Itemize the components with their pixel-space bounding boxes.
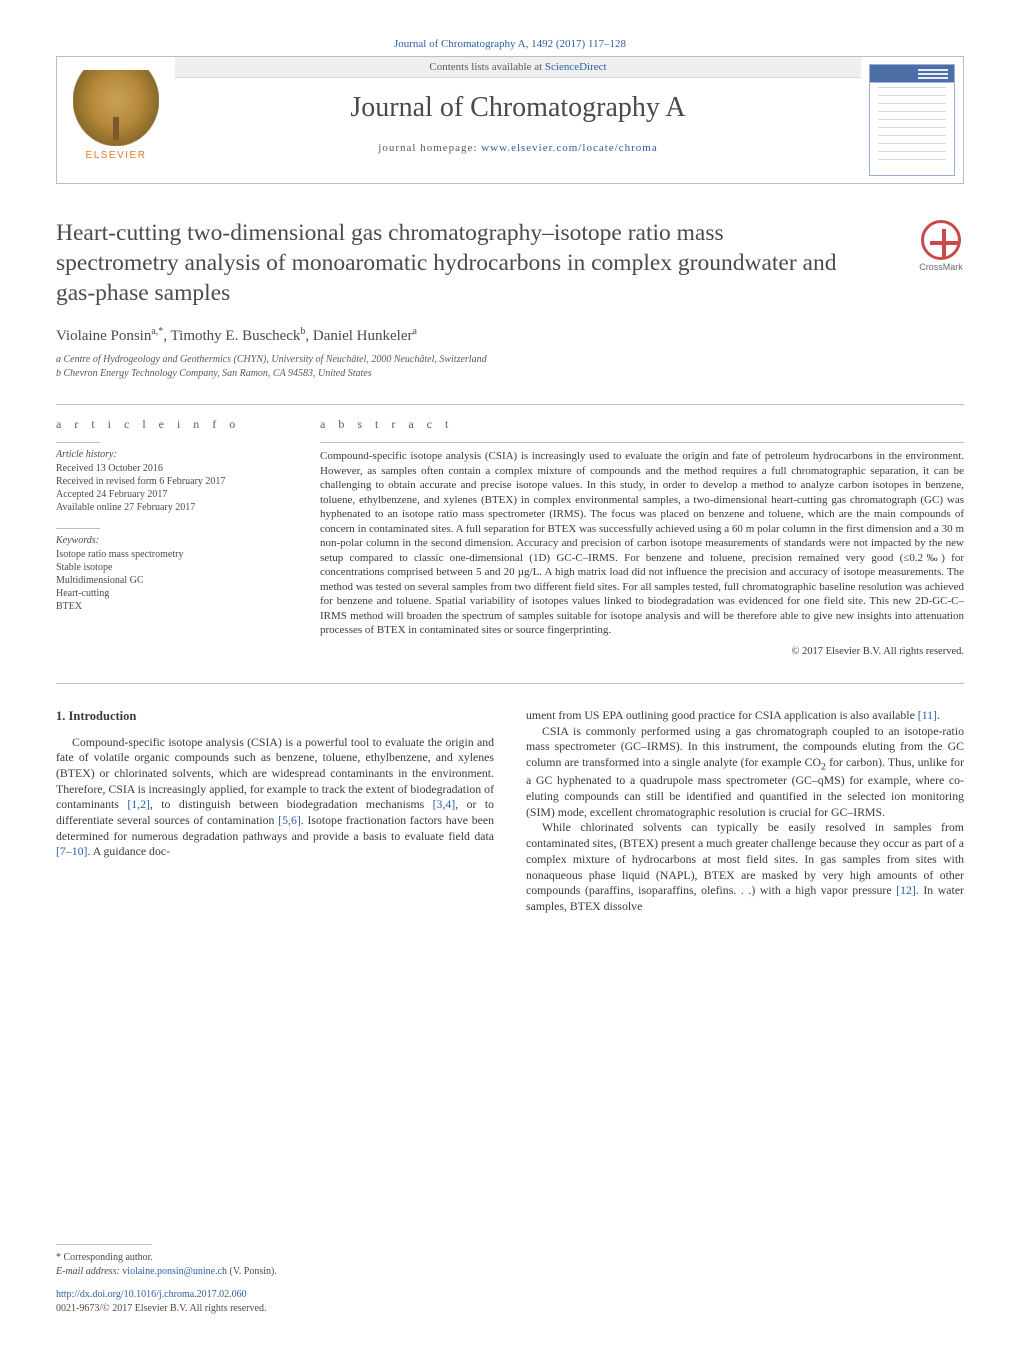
affiliation: b Chevron Energy Technology Company, San…: [56, 367, 964, 381]
email-author: (V. Ponsin).: [227, 1266, 277, 1277]
contents-lists-band: Contents lists available at ScienceDirec…: [175, 57, 861, 78]
section-heading-introduction: 1. Introduction: [56, 708, 494, 725]
history-item: Available online 27 February 2017: [56, 501, 280, 514]
rule: [56, 528, 100, 529]
rule: [56, 442, 100, 443]
rule: [56, 683, 964, 684]
rule: [320, 442, 964, 443]
journal-header: ELSEVIER Contents lists available at Sci…: [56, 56, 964, 184]
body-paragraph: While chlorinated solvents can typically…: [526, 820, 964, 914]
author-list: Violaine Ponsina,*, Timothy E. Buscheckb…: [56, 326, 964, 345]
abstract-column: a b s t r a c t Compound-specific isotop…: [320, 417, 964, 657]
crossmark-widget[interactable]: CrossMark: [912, 220, 970, 272]
body-paragraph: CSIA is commonly performed using a gas c…: [526, 724, 964, 821]
abstract-heading: a b s t r a c t: [320, 417, 964, 432]
keyword: Isotope ratio mass spectrometry: [56, 548, 280, 561]
elsevier-tree-icon: [73, 70, 159, 146]
crossmark-label: CrossMark: [912, 262, 970, 272]
keyword: BTEX: [56, 600, 280, 613]
affiliation-list: a Centre of Hydrogeology and Geothermics…: [56, 353, 964, 380]
keyword: Multidimensional GC: [56, 574, 280, 587]
contents-lists-label: Contents lists available at: [429, 61, 544, 73]
doi-line: http://dx.doi.org/10.1016/j.chroma.2017.…: [56, 1288, 476, 1302]
abstract-copyright: © 2017 Elsevier B.V. All rights reserved…: [320, 646, 964, 657]
journal-homepage: journal homepage: www.elsevier.com/locat…: [175, 142, 861, 154]
body-column-right: ument from US EPA outlining good practic…: [526, 708, 964, 915]
doi-link[interactable]: http://dx.doi.org/10.1016/j.chroma.2017.…: [56, 1289, 247, 1300]
journal-title: Journal of Chromatography A: [175, 92, 861, 124]
article-info-heading: a r t i c l e i n f o: [56, 417, 280, 432]
keywords-label: Keywords:: [56, 535, 280, 546]
abstract-text: Compound-specific isotope analysis (CSIA…: [320, 449, 964, 638]
journal-cover-thumbnail: [869, 64, 955, 176]
publisher-logo-cell: ELSEVIER: [57, 57, 175, 183]
corresponding-author: * Corresponding author.: [56, 1251, 476, 1265]
journal-reference-link[interactable]: Journal of Chromatography A, 1492 (2017)…: [394, 38, 626, 50]
history-item: Accepted 24 February 2017: [56, 488, 280, 501]
journal-cover-cell: [861, 57, 963, 183]
body-paragraph: ument from US EPA outlining good practic…: [526, 708, 964, 724]
sciencedirect-link[interactable]: ScienceDirect: [545, 61, 607, 73]
rule: [56, 1244, 152, 1245]
keyword: Heart-cutting: [56, 587, 280, 600]
journal-reference: Journal of Chromatography A, 1492 (2017)…: [56, 38, 964, 50]
journal-homepage-label: journal homepage:: [378, 142, 481, 154]
article-title: Heart-cutting two-dimensional gas chroma…: [56, 218, 846, 308]
elsevier-wordmark: ELSEVIER: [73, 150, 159, 161]
issn-copyright: 0021-9673/© 2017 Elsevier B.V. All right…: [56, 1302, 476, 1316]
body-column-left: 1. Introduction Compound-specific isotop…: [56, 708, 494, 915]
keyword: Stable isotope: [56, 561, 280, 574]
page-footer: * Corresponding author. E-mail address: …: [56, 1244, 476, 1315]
journal-homepage-link[interactable]: www.elsevier.com/locate/chroma: [481, 142, 658, 154]
email-label: E-mail address:: [56, 1266, 122, 1277]
body-paragraph: Compound-specific isotope analysis (CSIA…: [56, 735, 494, 861]
journal-header-center: Contents lists available at ScienceDirec…: [175, 57, 861, 183]
history-item: Received 13 October 2016: [56, 462, 280, 475]
article-history-label: Article history:: [56, 449, 280, 460]
body-two-column: 1. Introduction Compound-specific isotop…: [56, 708, 964, 915]
history-item: Received in revised form 6 February 2017: [56, 475, 280, 488]
crossmark-icon: [921, 220, 961, 260]
corresponding-email-link[interactable]: violaine.ponsin@unine.ch: [122, 1266, 227, 1277]
affiliation: a Centre of Hydrogeology and Geothermics…: [56, 353, 964, 367]
elsevier-logo: ELSEVIER: [73, 70, 159, 170]
article-info-column: a r t i c l e i n f o Article history: R…: [56, 417, 280, 657]
corresponding-email-line: E-mail address: violaine.ponsin@unine.ch…: [56, 1265, 476, 1279]
